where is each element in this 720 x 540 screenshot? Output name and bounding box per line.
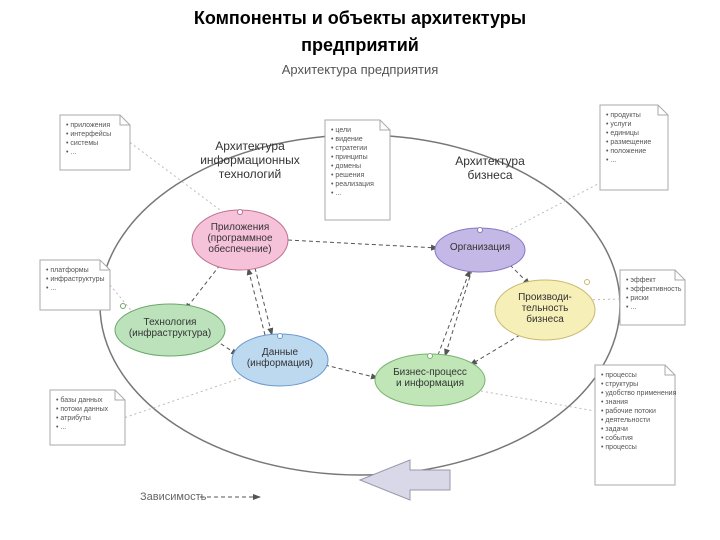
section-it: информационных xyxy=(200,153,300,167)
note-item-n7: • рабочие потоки xyxy=(601,407,656,415)
section-it: Архитектура xyxy=(215,139,285,153)
note-item-n7: • задачи xyxy=(601,426,628,433)
note-item-n3: • ... xyxy=(56,424,66,431)
note-item-n4: • решения xyxy=(331,172,364,179)
edge-data-apps xyxy=(248,268,265,335)
note-item-n6: • эффект xyxy=(626,277,657,284)
section-biz: Архитектура xyxy=(455,154,525,168)
note-item-n4: • домены xyxy=(331,163,361,170)
edge-proc-org xyxy=(438,270,470,355)
note-item-n4: • цели xyxy=(331,127,351,134)
note-item-n1: • интерфейсы xyxy=(66,130,111,138)
node-label-apps: обеспечение) xyxy=(208,243,271,255)
note-item-n1: • приложения xyxy=(66,122,110,129)
section-it: технологий xyxy=(219,167,281,181)
node-anchor-apps xyxy=(238,210,243,215)
note-item-n2: • ... xyxy=(46,285,56,292)
note-n4 xyxy=(325,120,390,220)
note-item-n5: • единицы xyxy=(606,130,639,137)
note-item-n7: • удобство применения xyxy=(601,389,677,397)
legend-label: Зависимость xyxy=(140,491,207,503)
node-anchor-data xyxy=(278,334,283,339)
node-label-tech: (инфраструктура) xyxy=(129,327,211,339)
edge-perf-proc xyxy=(470,335,520,365)
note-item-n4: • реализация xyxy=(331,181,374,188)
note-item-n1: • ... xyxy=(66,149,76,156)
note-item-n2: • платформы xyxy=(46,267,89,274)
node-label-proc: и информация xyxy=(396,377,464,389)
note-item-n5: • услуги xyxy=(606,121,631,128)
node-label-perf: бизнеса xyxy=(526,313,564,325)
edge-org-proc xyxy=(445,270,472,356)
note-item-n4: • стратегии xyxy=(331,145,367,152)
note-item-n7: • процессы xyxy=(601,372,637,379)
note-item-n6: • риски xyxy=(626,295,649,302)
edge-apps-org xyxy=(288,240,438,248)
note-item-n7: • знания xyxy=(601,399,628,406)
note-item-n7: • события xyxy=(601,434,633,442)
node-anchor-perf xyxy=(585,280,590,285)
note-item-n7: • деятельности xyxy=(601,417,650,424)
node-label-proc: Бизнес-процесс xyxy=(393,367,467,378)
edge-data-proc xyxy=(325,365,378,378)
note-connector-n2 xyxy=(110,285,135,315)
note-item-n7: • процессы xyxy=(601,444,637,451)
note-item-n7: • структуры xyxy=(601,381,638,388)
note-item-n3: • потоки данных xyxy=(56,406,109,413)
big-arrow xyxy=(360,460,450,500)
note-item-n2: • инфраструктуры xyxy=(46,276,105,283)
node-anchor-proc xyxy=(428,354,433,359)
note-item-n4: • ... xyxy=(331,190,341,197)
diagram-canvas: АрхитектураинформационныхтехнологийАрхит… xyxy=(0,0,720,540)
node-label-apps: (программное xyxy=(207,233,272,244)
note-item-n5: • ... xyxy=(606,157,616,164)
node-label-data: Данные xyxy=(262,347,299,358)
edge-apps-data xyxy=(255,268,272,335)
note-item-n5: • продукты xyxy=(606,112,641,119)
node-label-org: Организация xyxy=(450,242,510,253)
note-item-n5: • положение xyxy=(606,148,646,155)
edge-apps-tech xyxy=(185,265,220,310)
note-item-n5: • размещение xyxy=(606,139,651,146)
note-item-n1: • системы xyxy=(66,140,98,147)
node-label-data: (информация) xyxy=(247,357,313,369)
note-item-n4: • принципы xyxy=(331,154,368,161)
node-label-perf: тельность xyxy=(522,303,569,314)
note-item-n3: • базы данных xyxy=(56,396,103,404)
note-item-n3: • атрибуты xyxy=(56,414,91,422)
note-item-n4: • видение xyxy=(331,136,363,143)
section-biz: бизнеса xyxy=(467,168,512,182)
node-label-tech: Технология xyxy=(144,317,197,328)
node-label-apps: Приложения xyxy=(211,222,270,233)
node-label-perf: Производи- xyxy=(518,292,572,303)
note-item-n6: • эффективность xyxy=(626,286,682,293)
node-anchor-tech xyxy=(121,304,126,309)
note-item-n6: • ... xyxy=(626,304,636,311)
note-connector-n3 xyxy=(125,375,250,418)
node-anchor-org xyxy=(478,228,483,233)
